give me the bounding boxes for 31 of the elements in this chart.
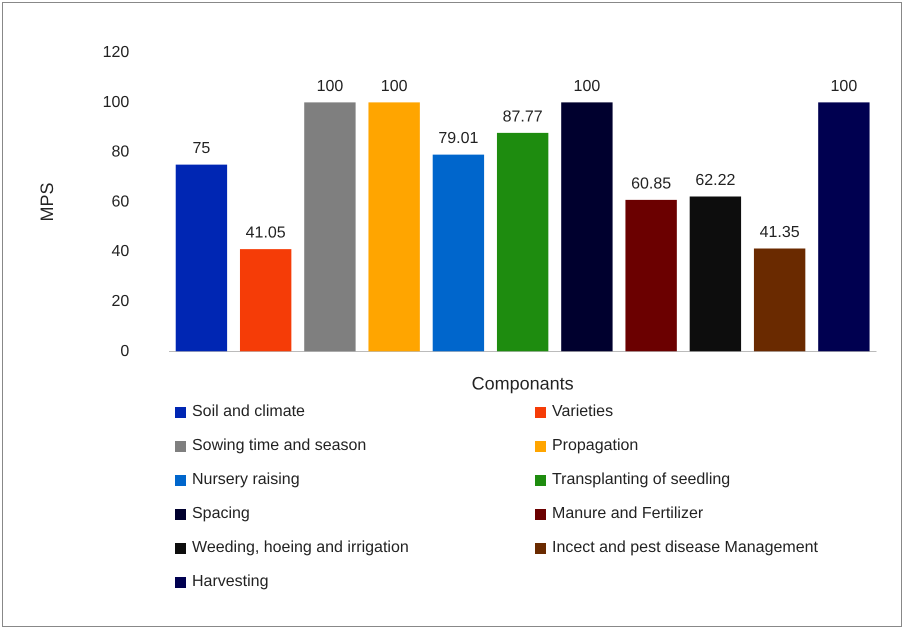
- y-tick-label: 20: [112, 293, 130, 310]
- data-label: 41.35: [760, 224, 800, 241]
- data-label: 87.77: [502, 108, 543, 126]
- legend-label: Nursery raising: [192, 471, 300, 489]
- legend-label: Weeding, hoeing and irrigation: [192, 539, 409, 557]
- legend-label: Manure and Fertilizer: [552, 505, 704, 523]
- legend-label: Soil and climate: [192, 403, 305, 421]
- x-axis-title: Componants: [472, 374, 574, 394]
- data-label: 100: [830, 78, 858, 95]
- data-label: 100: [316, 78, 344, 95]
- y-tick-label: 60: [112, 193, 130, 210]
- y-axis-title: MPS: [36, 182, 57, 222]
- legend-label: Sowing time and season: [192, 437, 366, 455]
- legend-label: Incect and pest disease Management: [552, 539, 818, 557]
- y-tick-label: 120: [102, 44, 130, 62]
- y-tick-label: 40: [112, 243, 130, 260]
- data-label: 62.22: [695, 172, 736, 189]
- y-tick-label: 100: [102, 94, 130, 111]
- legend-label: Harvesting: [192, 573, 268, 591]
- data-label: 79.01: [438, 130, 479, 148]
- legend-label: Propagation: [552, 437, 638, 455]
- legend-label: Transplanting of seedling: [552, 471, 730, 489]
- data-label: 100: [380, 78, 408, 95]
- y-tick-label: 80: [112, 144, 130, 161]
- legend-label: Spacing: [192, 505, 250, 523]
- data-label: 60.85: [631, 175, 672, 192]
- data-label: 100: [574, 78, 600, 95]
- data-label: 41.05: [246, 224, 286, 242]
- data-label: 75: [192, 140, 210, 158]
- legend-label: Varieties: [552, 403, 614, 421]
- y-tick-label: 0: [120, 342, 130, 360]
